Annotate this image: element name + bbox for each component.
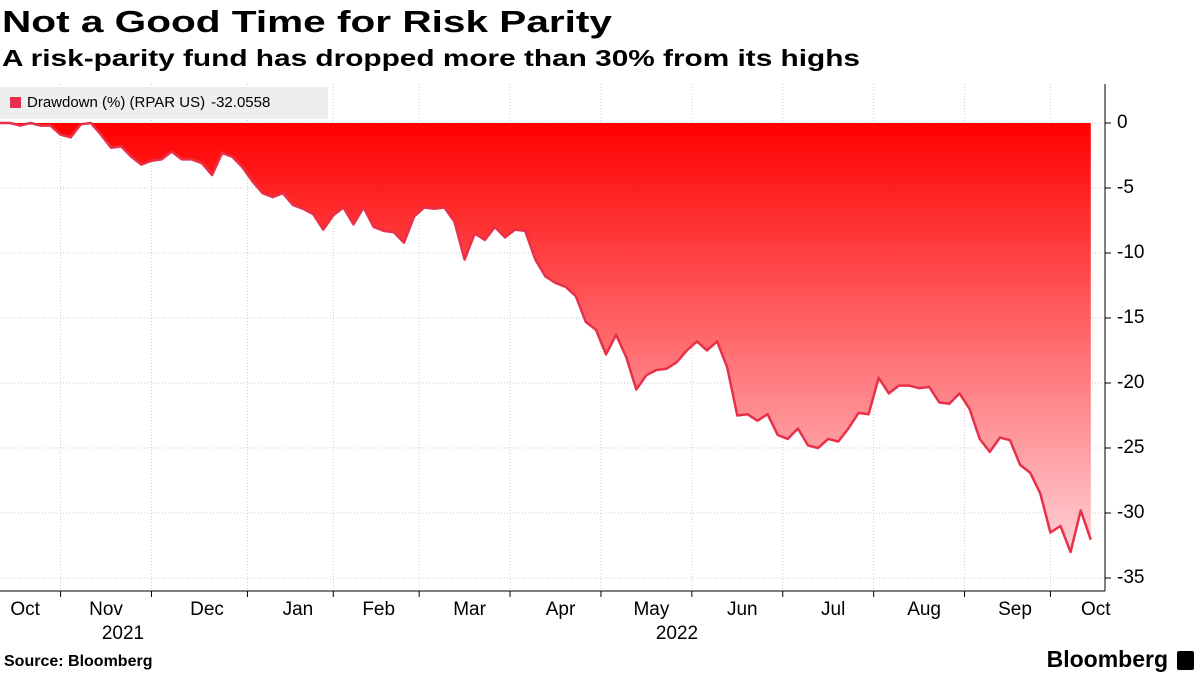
y-tick-label: -35 — [1117, 567, 1144, 588]
y-tick-label: -25 — [1117, 437, 1144, 458]
line — [0, 121, 1092, 554]
x-tick-label: Apr — [546, 599, 576, 620]
y-tick-label: 0 — [1117, 112, 1128, 133]
chart-title: Not a Good Time for Risk Parity — [2, 4, 613, 39]
y-tick-label: -10 — [1117, 242, 1144, 263]
x-tick-label: Feb — [362, 599, 395, 620]
x-tick-label: Jun — [727, 599, 758, 620]
legend-box — [0, 87, 328, 119]
x-tick-label: Aug — [907, 599, 941, 620]
y-tick-label: -30 — [1117, 502, 1144, 523]
y-tick-label: -15 — [1117, 307, 1144, 328]
y-tick-label: -20 — [1117, 372, 1144, 393]
year-label: 2021 — [102, 623, 144, 644]
x-tick-label: Nov — [89, 599, 123, 620]
x-tick-label: Jan — [283, 599, 314, 620]
legend-swatch — [10, 97, 21, 108]
y-tick-label: -5 — [1117, 177, 1134, 198]
x-tick-label: Jul — [821, 599, 845, 620]
chart-subtitle: A risk-parity fund has dropped more than… — [2, 45, 860, 71]
year-label: 2022 — [656, 623, 698, 644]
legend-label: Drawdown (%) (RPAR US) — [27, 94, 205, 111]
axes: 0 -5 -10 -15 -20 -25 -30 -35 Oct Nov Dec Jan Feb Mar A… — [0, 84, 1144, 644]
legend-value: -32.0558 — [211, 94, 270, 111]
x-tick-label: Dec — [190, 599, 224, 620]
source: Source: Bloomberg — [4, 653, 152, 670]
area — [0, 123, 1091, 552]
plot — [0, 121, 1092, 554]
x-tick-label: May — [633, 599, 669, 620]
x-tick-label: Oct — [1081, 599, 1111, 620]
x-tick-label: Mar — [453, 599, 486, 620]
x-tick-label: Sep — [998, 599, 1032, 620]
logo: Bloomberg — [1047, 646, 1168, 672]
x-tick-label: Oct — [10, 599, 40, 620]
logo-icon — [1177, 651, 1194, 670]
legend: Drawdown (%) (RPAR US) -32.0558 — [0, 87, 328, 119]
